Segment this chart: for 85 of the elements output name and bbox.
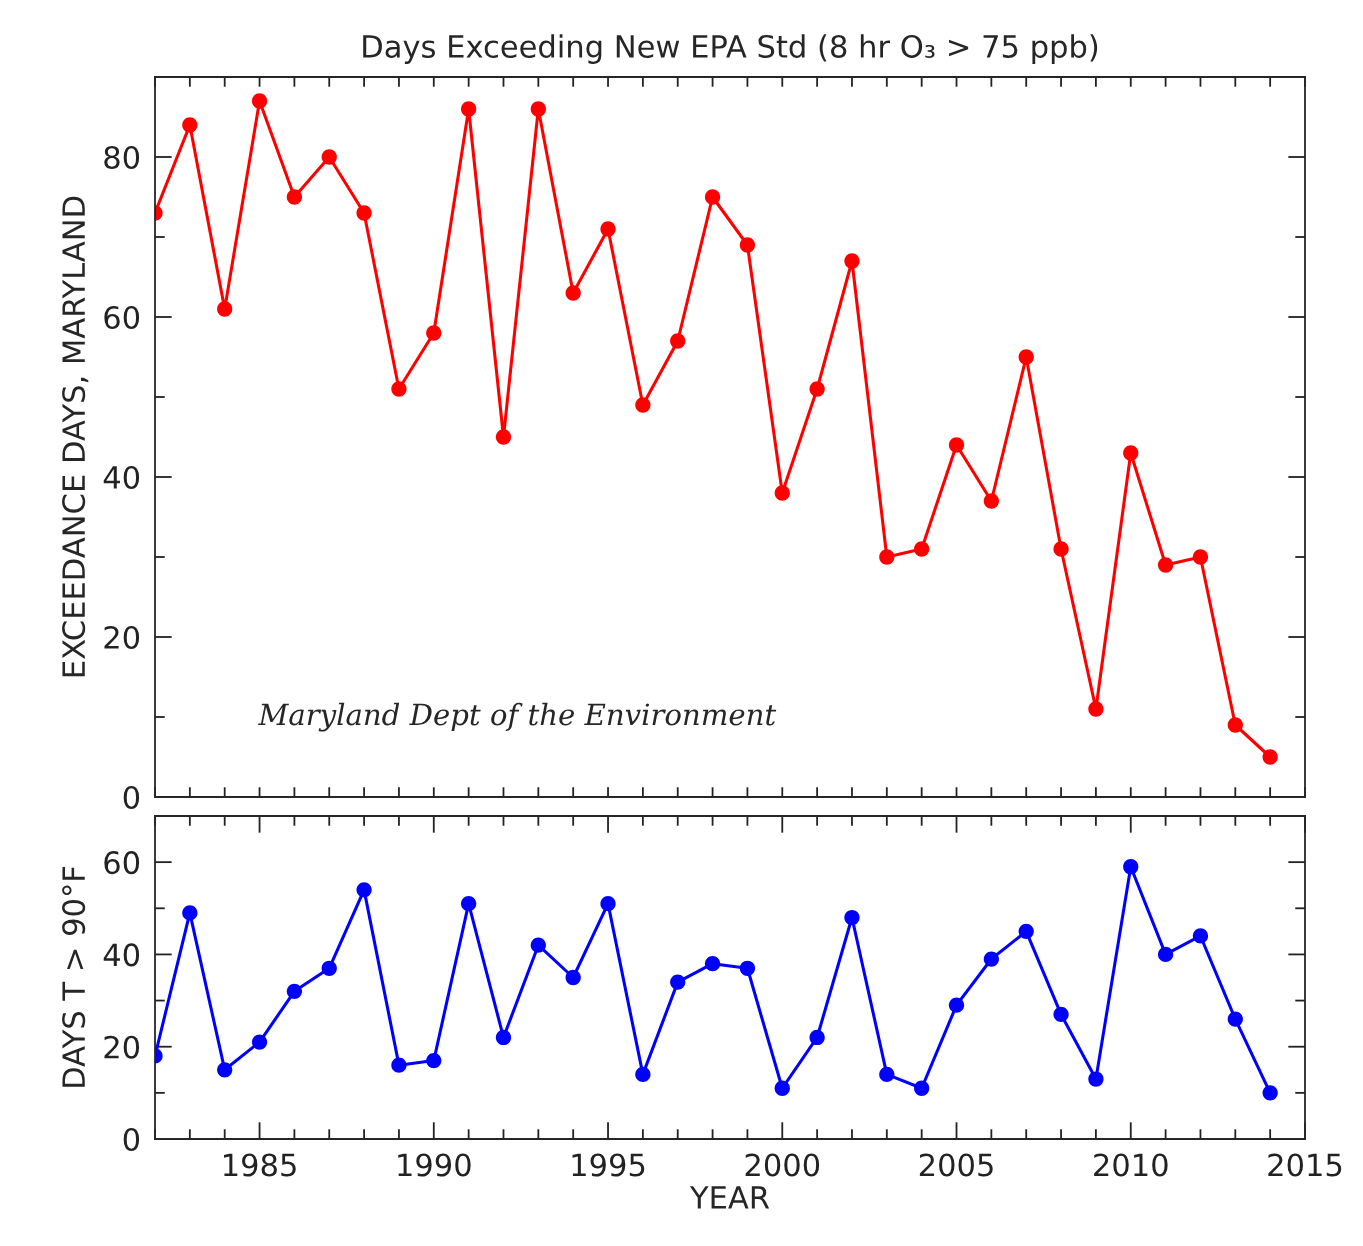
y-tick-label: 0 <box>123 1127 140 1152</box>
point <box>1018 349 1034 365</box>
point <box>565 969 581 986</box>
y-tick-label: 0 <box>123 785 140 810</box>
point <box>1157 946 1174 963</box>
point <box>1053 541 1069 557</box>
point <box>704 956 721 972</box>
point <box>1157 557 1174 573</box>
point <box>182 905 198 921</box>
point <box>217 301 233 317</box>
point <box>704 189 721 205</box>
y-tick-label: 40 <box>103 943 140 967</box>
point <box>251 93 268 109</box>
point <box>774 485 790 501</box>
point <box>286 189 303 205</box>
y-axis-title: DAYS T > 90°F <box>62 866 86 1087</box>
x-axis-title: YEAR <box>689 1186 770 1209</box>
point <box>600 221 616 237</box>
point <box>600 896 616 912</box>
point <box>774 1080 790 1096</box>
x-tick-label: 2015 <box>1268 1153 1342 1177</box>
point <box>1227 1011 1243 1027</box>
x-tick-label: 1990 <box>398 1153 471 1177</box>
point <box>1192 928 1209 944</box>
point <box>1123 445 1139 461</box>
point <box>635 397 651 413</box>
point <box>251 1034 268 1050</box>
point <box>1192 549 1209 565</box>
point <box>391 1057 407 1073</box>
point <box>635 1066 651 1083</box>
point <box>182 117 198 133</box>
chart-title: Days Exceeding New EPA Std (8 hr O₃ > 75 ppb) <box>363 34 1098 64</box>
point <box>1262 749 1278 765</box>
annotation: Maryland Dept of the Environment <box>258 702 777 732</box>
point <box>461 896 477 912</box>
y-tick-label: 40 <box>103 465 140 490</box>
point <box>286 983 303 999</box>
y-tick-label: 20 <box>104 1035 140 1059</box>
y-axis-title: EXCEEDANCE DAYS, MARYLAND <box>62 196 89 677</box>
point <box>914 1080 930 1096</box>
point <box>879 1066 895 1083</box>
x-tick-label: 1995 <box>572 1153 645 1177</box>
point <box>948 437 965 453</box>
point <box>495 429 512 445</box>
point <box>426 1052 442 1069</box>
point <box>321 960 337 976</box>
point <box>1053 1006 1069 1023</box>
point <box>670 333 686 349</box>
point <box>739 237 756 253</box>
point <box>217 1062 233 1078</box>
point <box>356 882 372 898</box>
y-tick-label: 80 <box>104 145 140 170</box>
point <box>844 909 860 926</box>
point <box>426 325 442 341</box>
point <box>983 951 999 967</box>
y-tick-label: 20 <box>104 625 140 650</box>
x-tick-label: 2000 <box>745 1153 820 1177</box>
point <box>948 997 965 1013</box>
point <box>739 960 756 976</box>
point <box>530 101 546 117</box>
point <box>1088 701 1104 717</box>
point <box>844 253 860 269</box>
point <box>391 381 407 397</box>
x-tick-label: 1985 <box>224 1153 296 1177</box>
point <box>914 541 930 557</box>
y-tick-label: 60 <box>104 851 140 875</box>
point <box>983 493 999 509</box>
point <box>530 937 546 953</box>
point <box>565 285 581 301</box>
x-tick-label: 2010 <box>1094 1153 1168 1177</box>
point <box>1262 1085 1278 1101</box>
point <box>809 1029 825 1046</box>
point <box>321 149 337 165</box>
point <box>670 974 686 990</box>
point <box>1088 1071 1104 1087</box>
x-tick-label: 2005 <box>919 1153 993 1177</box>
point <box>495 1029 512 1046</box>
point <box>809 381 825 397</box>
point <box>1018 923 1034 939</box>
point <box>879 549 895 565</box>
point <box>356 205 372 221</box>
point <box>461 101 477 117</box>
y-tick-label: 60 <box>104 305 140 330</box>
point <box>1227 717 1243 733</box>
point <box>1123 859 1139 875</box>
